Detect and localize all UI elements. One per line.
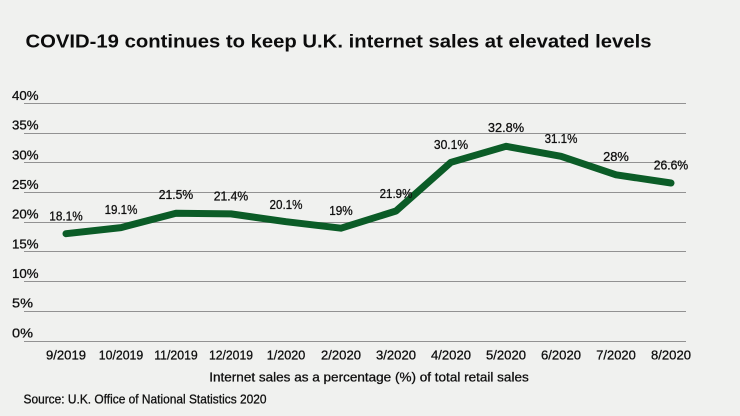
- svg-text:4/2020: 4/2020: [431, 348, 471, 363]
- svg-text:19.1%: 19.1%: [105, 202, 138, 217]
- svg-text:0%: 0%: [12, 325, 33, 340]
- svg-text:21.9%: 21.9%: [380, 186, 413, 201]
- svg-text:30.1%: 30.1%: [434, 137, 469, 152]
- svg-text:Internet sales as a percentage: Internet sales as a percentage (%) of to…: [209, 369, 529, 384]
- svg-text:COVID-19 continues to keep U.K: COVID-19 continues to keep U.K. internet…: [26, 31, 652, 52]
- svg-text:21.4%: 21.4%: [214, 188, 249, 203]
- svg-text:3/2020: 3/2020: [376, 348, 416, 363]
- svg-text:20%: 20%: [12, 207, 39, 222]
- svg-text:5%: 5%: [12, 296, 33, 311]
- svg-text:5/2020: 5/2020: [486, 348, 526, 363]
- svg-text:21.5%: 21.5%: [159, 187, 194, 202]
- svg-text:26.6%: 26.6%: [654, 158, 689, 173]
- svg-text:9/2019: 9/2019: [46, 348, 86, 363]
- svg-text:12/2019: 12/2019: [209, 348, 253, 363]
- svg-text:8/2020: 8/2020: [651, 348, 691, 363]
- svg-text:19%: 19%: [329, 203, 353, 218]
- svg-text:11/2019: 11/2019: [154, 348, 198, 363]
- svg-text:40%: 40%: [12, 88, 39, 103]
- svg-text:30%: 30%: [12, 147, 39, 162]
- svg-text:2/2020: 2/2020: [321, 348, 361, 363]
- svg-text:1/2020: 1/2020: [267, 348, 306, 363]
- svg-text:31.1%: 31.1%: [545, 131, 578, 146]
- svg-text:Source: U.K. Office of Nationa: Source: U.K. Office of National Statisti…: [24, 392, 267, 407]
- svg-text:28%: 28%: [603, 149, 629, 164]
- svg-text:35%: 35%: [12, 118, 39, 133]
- svg-text:18.1%: 18.1%: [49, 209, 83, 224]
- svg-text:7/2020: 7/2020: [596, 348, 636, 363]
- svg-text:20.1%: 20.1%: [270, 197, 303, 212]
- svg-text:6/2020: 6/2020: [541, 348, 581, 363]
- svg-text:32.8%: 32.8%: [488, 120, 525, 135]
- svg-text:10%: 10%: [12, 266, 39, 281]
- svg-text:10/2019: 10/2019: [99, 348, 144, 363]
- svg-text:15%: 15%: [12, 236, 39, 251]
- svg-text:25%: 25%: [12, 177, 39, 192]
